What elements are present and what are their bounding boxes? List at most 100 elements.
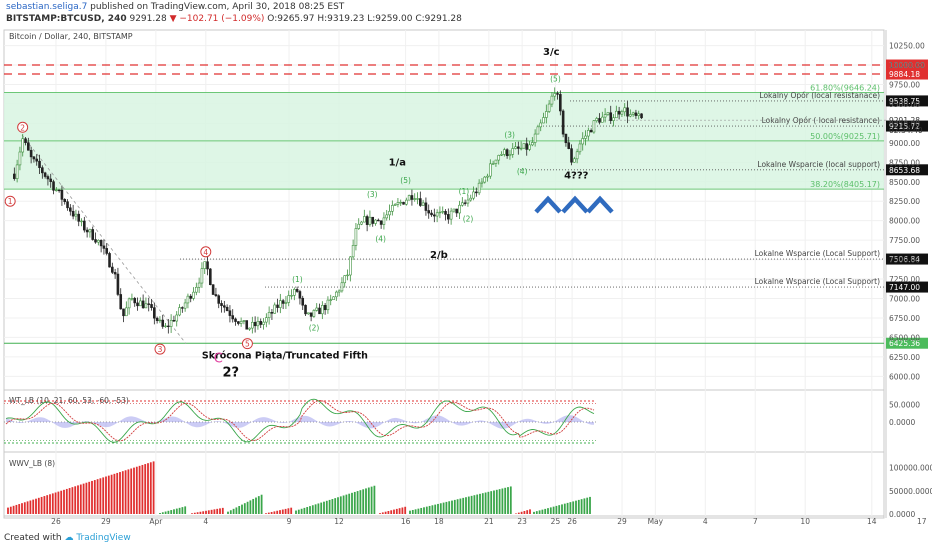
publish-line: sebastian.seliga.7 published on TradingV… xyxy=(6,2,344,12)
indicator-tick: 100000.0000 xyxy=(889,464,932,473)
volume-bar xyxy=(390,510,393,514)
volume-bar xyxy=(526,510,529,514)
candle-body xyxy=(578,143,582,153)
x-tick-label: 4 xyxy=(703,517,708,526)
volume-bar xyxy=(555,505,558,514)
volume-bar xyxy=(26,501,29,514)
volume-bar xyxy=(18,504,21,514)
volume-bar xyxy=(141,464,144,514)
candle-body xyxy=(391,205,394,212)
candle-body xyxy=(108,253,111,268)
candle-body xyxy=(528,144,531,150)
candle-body xyxy=(169,319,173,327)
volume-bar xyxy=(393,509,395,514)
candle-body xyxy=(522,143,526,149)
candle-body xyxy=(293,289,296,296)
volume-bar xyxy=(572,501,575,514)
volume-bar xyxy=(74,486,77,514)
symbol-name: BITSTAMP:BTCUSD, 240 xyxy=(6,14,127,24)
candle-body xyxy=(545,111,548,118)
volume-bar xyxy=(311,505,314,514)
y-tick-label: 7250.00 xyxy=(889,275,920,284)
candle-body xyxy=(458,204,461,214)
y-tick-label: 10250.00 xyxy=(889,42,925,51)
volume-bar xyxy=(580,499,583,514)
price-tag: 6425.36 xyxy=(889,339,920,348)
candle-body xyxy=(105,248,109,254)
candle-body xyxy=(94,239,97,243)
indicator-tick: 50.0000 xyxy=(889,401,920,410)
candle-body xyxy=(489,163,492,177)
volume-bar xyxy=(68,488,71,514)
candle-body xyxy=(620,111,624,115)
author-link[interactable]: sebastian.seliga.7 xyxy=(6,2,88,12)
candle-body xyxy=(217,295,221,304)
volume-bar xyxy=(484,492,487,514)
volume-bar xyxy=(12,505,15,514)
x-tick-label: 10 xyxy=(800,517,810,526)
candle-body xyxy=(175,314,179,322)
y-tick-label: 10000.00 xyxy=(889,61,925,70)
candle-body xyxy=(24,138,27,144)
candle-body xyxy=(38,160,41,168)
volume-bar xyxy=(367,487,370,514)
annotation: 4??? xyxy=(564,171,589,182)
candle-body xyxy=(97,239,100,243)
volume-bar xyxy=(577,499,580,514)
candle-body xyxy=(388,210,391,216)
candle-body xyxy=(32,156,36,160)
candle-body xyxy=(153,307,156,319)
candle-body xyxy=(192,291,195,299)
volume-bar xyxy=(448,501,451,514)
candle-body xyxy=(452,208,456,212)
volume-bar xyxy=(533,511,535,514)
candle-body xyxy=(505,149,509,157)
volume-bar xyxy=(138,465,141,514)
volume-bar xyxy=(353,491,356,514)
volume-bar xyxy=(88,481,91,514)
candle-body xyxy=(80,220,83,223)
level-label: Lokalne Wsparcie (local support) xyxy=(757,160,880,169)
y-tick-label: 6750.00 xyxy=(889,314,920,323)
candle-body xyxy=(49,178,53,182)
volume-bar xyxy=(181,507,184,514)
candle-body xyxy=(231,315,235,320)
volume-bar xyxy=(507,487,509,514)
volume-bar xyxy=(35,498,37,514)
candle-body xyxy=(150,304,153,308)
volume-bar xyxy=(133,467,135,514)
candle-body xyxy=(337,290,341,293)
tradingview-brand[interactable]: TradingView xyxy=(76,533,131,543)
candle-body xyxy=(214,294,218,297)
candle-body xyxy=(133,298,137,304)
ohlc-values: O:9265.97 H:9319.23 L:9259.00 C:9291.28 xyxy=(267,14,462,24)
volume-bar xyxy=(37,497,40,514)
x-tick-label: 9 xyxy=(287,517,292,526)
volume-bar xyxy=(379,513,381,514)
candle-body xyxy=(407,195,411,201)
y-tick-label: 8000.00 xyxy=(889,217,920,226)
volume-bar xyxy=(147,463,149,514)
volume-bar xyxy=(359,490,362,514)
volume-bar xyxy=(235,507,238,514)
volume-bar xyxy=(362,489,365,514)
wave-label: (1) xyxy=(292,275,303,284)
candle-body xyxy=(419,198,422,206)
volume-bar xyxy=(276,510,279,514)
wt1-line xyxy=(5,398,595,443)
candle-body xyxy=(463,202,467,204)
candle-body xyxy=(144,303,148,309)
wave-c-label: C xyxy=(214,351,223,366)
volume-bar xyxy=(227,511,229,514)
wave-label: (4) xyxy=(517,167,528,176)
candle-body xyxy=(318,307,321,315)
volume-bar xyxy=(373,485,376,514)
volume-bar xyxy=(40,496,43,514)
volume-bar xyxy=(398,508,401,514)
candle-body xyxy=(547,103,551,112)
volume-bar xyxy=(303,507,306,514)
volume-bar xyxy=(170,510,173,514)
candle-body xyxy=(122,308,125,317)
candle-body xyxy=(531,142,534,146)
